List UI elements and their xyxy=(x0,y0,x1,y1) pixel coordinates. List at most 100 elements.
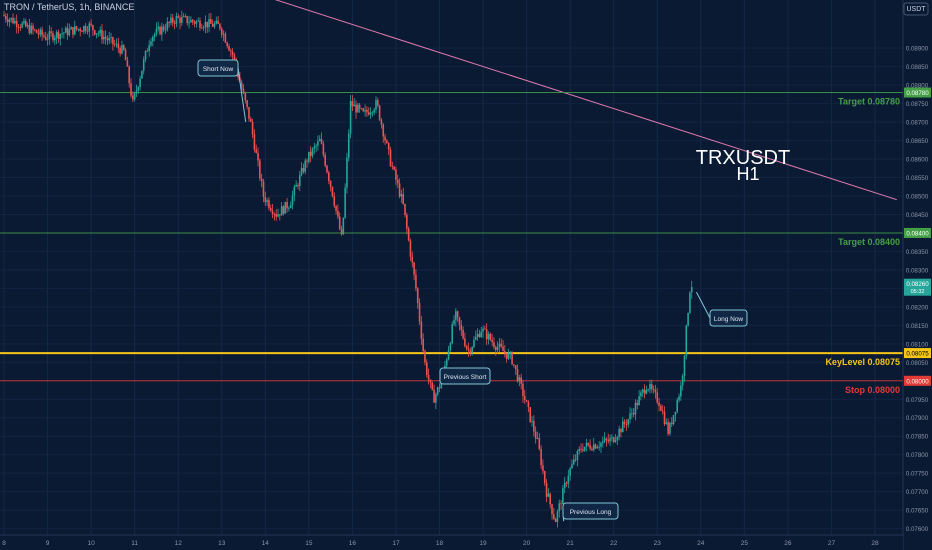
candle-body xyxy=(170,17,172,23)
candle-body xyxy=(121,45,123,54)
candle-body xyxy=(255,149,258,153)
candle-body xyxy=(451,324,454,344)
candle-body xyxy=(17,26,20,28)
candle-body xyxy=(683,355,686,377)
candle-body xyxy=(643,389,646,394)
candle-body xyxy=(513,364,515,366)
candle-body xyxy=(10,17,13,20)
trendline[interactable] xyxy=(265,0,897,201)
candle-body xyxy=(342,217,345,235)
candle-body xyxy=(493,342,495,348)
candle-body xyxy=(378,105,381,120)
candle-body xyxy=(246,100,248,107)
candle-body xyxy=(685,325,688,356)
price-tag-target xyxy=(904,227,931,238)
candle-body xyxy=(184,16,187,17)
price-tick-label: 0.07650 xyxy=(906,508,929,515)
candle-body xyxy=(211,23,214,27)
candle-body xyxy=(433,389,435,403)
candle-body xyxy=(322,143,325,155)
callout-pointer xyxy=(237,67,247,123)
time-axis[interactable]: 8 9 10 11 12 13 14 15 16 17 18 19 20 21 22 23 24 25 26 27 28 xyxy=(0,534,903,550)
callout-box xyxy=(562,502,619,520)
candle-body xyxy=(583,446,586,451)
candle-body xyxy=(498,343,501,347)
candle-body xyxy=(110,37,112,38)
candle-body xyxy=(159,26,161,35)
candlestick-series[interactable] xyxy=(3,10,693,528)
candle-body xyxy=(257,152,259,161)
candle-body xyxy=(124,49,127,61)
candle-body xyxy=(130,83,132,96)
candle-body xyxy=(582,449,584,451)
price-tick-label: 0.07900 xyxy=(906,415,929,422)
candle-body xyxy=(456,311,459,318)
candle-body xyxy=(485,329,488,340)
callout-box xyxy=(439,367,491,385)
candle-body xyxy=(465,346,468,349)
candle-body xyxy=(104,36,107,39)
price-tick-label: 0.08100 xyxy=(906,341,929,348)
candle-body xyxy=(210,19,212,24)
candle-body xyxy=(620,428,622,433)
candle-body xyxy=(364,109,366,112)
candle-body xyxy=(55,31,58,38)
candle-body xyxy=(251,121,254,135)
candle-body xyxy=(522,383,524,397)
candle-body xyxy=(621,421,624,433)
candle-body xyxy=(676,400,679,412)
candle-body xyxy=(489,333,492,340)
candle-body xyxy=(119,48,121,54)
candle-body xyxy=(395,169,397,180)
candle-body xyxy=(478,333,481,338)
candle-body xyxy=(611,437,613,439)
candle-body xyxy=(681,376,684,386)
candle-body xyxy=(153,34,156,37)
candle-body xyxy=(502,346,504,352)
candle-body xyxy=(302,168,305,172)
candle-body xyxy=(413,262,415,275)
candle-body xyxy=(460,324,463,330)
candle-body xyxy=(279,214,281,216)
candle-body xyxy=(64,27,67,33)
price-tag-text: 0.08000 xyxy=(906,378,929,385)
candle-body xyxy=(204,21,207,28)
candle-body xyxy=(101,29,103,40)
candle-body xyxy=(540,449,542,466)
candle-body xyxy=(661,410,664,412)
candle-body xyxy=(306,160,308,162)
candle-body xyxy=(631,413,633,414)
time-tick-label: 11 xyxy=(131,540,138,547)
candle-body xyxy=(453,320,455,325)
time-tick-label: 21 xyxy=(567,540,575,547)
candle-body xyxy=(665,422,668,424)
candle-body xyxy=(179,17,181,23)
candle-body xyxy=(375,100,377,110)
candle-body xyxy=(558,503,561,512)
candle-body xyxy=(63,32,65,34)
price-tag-text: 0.08400 xyxy=(906,230,929,237)
candle-body xyxy=(349,101,352,134)
candle-body xyxy=(556,511,559,522)
candle-body xyxy=(57,31,60,39)
candle-body xyxy=(190,19,192,23)
candle-body xyxy=(511,352,513,365)
price-tick-label: 0.08300 xyxy=(906,267,929,274)
trendline-segment[interactable] xyxy=(265,0,897,201)
candle-body xyxy=(326,165,328,173)
candle-body xyxy=(504,351,506,354)
candle-body xyxy=(193,21,196,24)
candle-body xyxy=(298,174,301,186)
candle-body xyxy=(605,438,608,440)
candle-body xyxy=(23,20,25,24)
price-tick-label: 0.08550 xyxy=(906,175,929,182)
price-axis[interactable]: 0.08900 0.08850 0.08800 0.08750 0.08700 0.086… xyxy=(902,0,932,550)
candle-body xyxy=(669,422,671,434)
candle-body xyxy=(358,104,361,109)
price-tick-label: 0.07850 xyxy=(906,434,929,441)
candle-body xyxy=(315,145,317,147)
candle-body xyxy=(19,27,22,28)
candle-body xyxy=(86,30,89,32)
callout-text: Previous Long xyxy=(570,509,612,516)
